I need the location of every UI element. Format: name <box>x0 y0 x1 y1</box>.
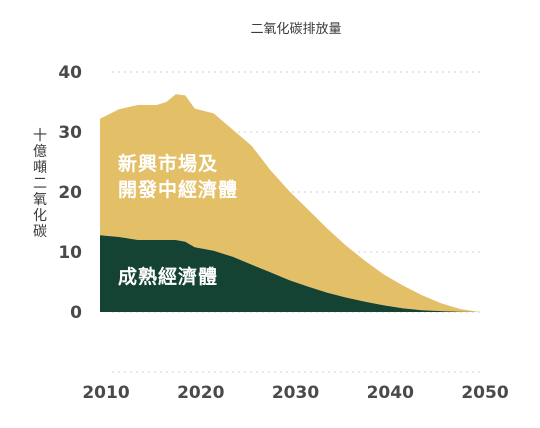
stacked-areas <box>100 94 479 312</box>
x-axis-ticks: 2010 2020 2030 2040 2050 <box>82 383 508 403</box>
y-axis-label: 十億噸二氧化碳 <box>33 128 47 240</box>
label-developed-economies: 成熟經濟體 <box>118 265 218 288</box>
y-tick-30: 30 <box>58 123 82 143</box>
x-tick-2030: 2030 <box>272 383 319 403</box>
chart-title: 二氧化碳排放量 <box>250 22 341 37</box>
area-emerging-economies <box>100 94 479 312</box>
y-axis-title: 十億噸二氧化碳 <box>33 128 47 240</box>
x-tick-2020: 2020 <box>177 383 224 403</box>
y-tick-40: 40 <box>58 63 82 83</box>
y-tick-20: 20 <box>58 183 82 203</box>
x-tick-2050: 2050 <box>461 383 508 403</box>
y-tick-0: 0 <box>70 303 82 323</box>
label-emerging-economies: 新興市場及開發中經濟體 <box>118 152 238 201</box>
y-tick-10: 10 <box>58 243 82 263</box>
y-axis-ticks: 0 10 20 30 40 <box>58 63 82 323</box>
x-tick-2010: 2010 <box>82 383 129 403</box>
x-tick-2040: 2040 <box>367 383 414 403</box>
area-developed-economies <box>100 235 479 312</box>
